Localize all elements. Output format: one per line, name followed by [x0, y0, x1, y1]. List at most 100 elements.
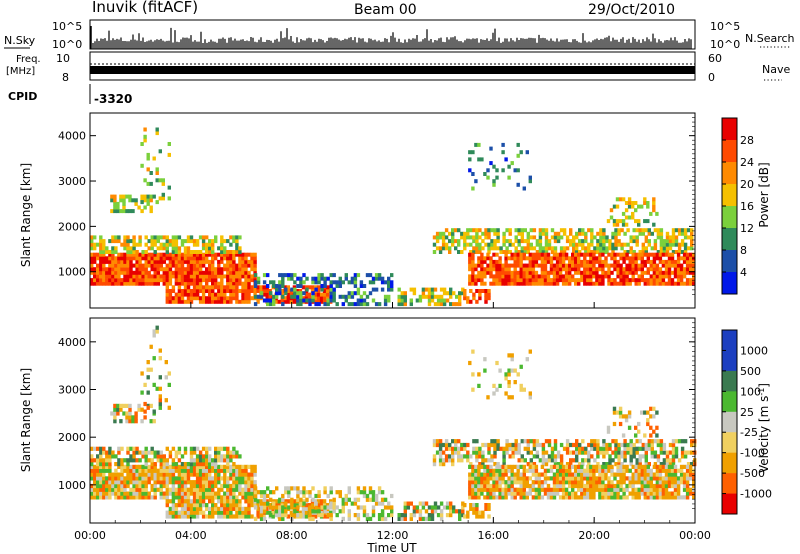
heatmap-cell	[607, 476, 611, 481]
heatmap-cell	[238, 270, 242, 275]
heatmap-cell	[141, 487, 145, 492]
heatmap-cell	[155, 178, 159, 183]
heatmap-cell	[679, 480, 684, 485]
heatmap-cell	[229, 472, 233, 477]
heatmap-cell	[492, 278, 496, 283]
heatmap-cell	[637, 421, 641, 427]
heatmap-cell	[168, 281, 173, 286]
heatmap-cell	[149, 419, 153, 424]
heatmap-cell	[338, 284, 342, 288]
heatmap-cell	[144, 468, 148, 473]
heatmap-cell	[631, 495, 635, 500]
heatmap-cell	[275, 486, 279, 491]
heatmap-cell	[347, 509, 351, 514]
heatmap-cell	[652, 278, 657, 283]
heatmap-cell	[359, 490, 364, 495]
heatmap-cell	[155, 131, 159, 136]
heatmap-cell	[329, 291, 333, 296]
heatmap-cell	[671, 228, 676, 233]
heatmap-cell	[652, 487, 657, 492]
heatmap-cell	[480, 157, 484, 162]
heatmap-cell	[198, 476, 203, 481]
heatmap-cell	[673, 480, 678, 485]
heatmap-cell	[238, 480, 242, 485]
heatmap-cell	[299, 276, 303, 281]
heatmap-cell	[229, 274, 233, 279]
heatmap-cell	[205, 503, 209, 508]
heatmap-cell	[604, 476, 608, 481]
station-title: Inuvik (fitACF)	[92, 0, 198, 16]
heatmap-cell	[677, 242, 682, 247]
heatmap-cell	[637, 487, 641, 492]
heatmap-cell	[644, 446, 648, 451]
heatmap-cell	[108, 274, 112, 279]
heatmap-cell	[138, 468, 142, 473]
heatmap-cell	[129, 468, 133, 473]
heatmap-cell	[454, 446, 458, 451]
heatmap-cell	[214, 285, 218, 290]
heatmap-cell	[685, 491, 690, 496]
heatmap-cell	[129, 263, 133, 268]
heatmap-cell	[586, 464, 590, 469]
heatmap-cell	[119, 419, 123, 424]
heatmap-cell	[498, 487, 502, 492]
heatmap-cell	[205, 299, 209, 304]
heatmap-cell	[564, 468, 569, 473]
heatmap-cell	[507, 380, 511, 385]
heatmap-cell	[241, 274, 245, 279]
heatmap-cell	[433, 294, 438, 299]
heatmap-cell	[99, 270, 103, 275]
heatmap-cell	[201, 495, 206, 500]
heatmap-cell	[682, 256, 687, 261]
heatmap-cell	[643, 464, 647, 469]
heatmap-cell	[471, 172, 475, 176]
heatmap-cell	[468, 491, 472, 496]
heatmap-cell	[492, 267, 496, 272]
heatmap-cell	[534, 487, 539, 492]
heatmap-cell	[168, 242, 173, 247]
heatmap-cell	[319, 499, 324, 504]
heatmap-cell	[235, 239, 239, 244]
heatmap-cell	[614, 462, 618, 467]
heatmap-cell	[232, 252, 236, 257]
heatmap-cell	[114, 270, 118, 275]
heatmap-cell	[689, 267, 693, 272]
heatmap-cell	[441, 458, 446, 463]
heatmap-cell	[689, 259, 693, 264]
heatmap-cell	[682, 483, 687, 489]
heatmap-cell	[532, 439, 537, 444]
heatmap-cell	[229, 278, 233, 283]
heatmap-cell	[516, 278, 520, 283]
velocity-heatmap	[90, 325, 697, 521]
heatmap-cell	[671, 442, 676, 448]
heatmap-cell	[676, 256, 681, 261]
heatmap-cell	[238, 281, 242, 286]
heatmap-cell	[132, 235, 136, 240]
heatmap-cell	[631, 215, 635, 220]
heatmap-cell	[214, 270, 218, 275]
heatmap-cell	[534, 263, 539, 268]
heatmap-cell	[168, 450, 173, 455]
heatmap-cell	[122, 403, 126, 408]
heatmap-cell	[601, 270, 605, 275]
heatmap-cell	[217, 464, 221, 469]
heatmap-cell	[571, 472, 575, 477]
heatmap-cell	[586, 274, 590, 279]
heatmap-cell	[323, 302, 327, 307]
heatmap-cell	[480, 281, 484, 286]
heatmap-cell	[507, 491, 511, 496]
heatmap-cell	[430, 513, 435, 518]
heatmap-cell	[93, 495, 97, 500]
heatmap-cell	[650, 446, 654, 451]
heatmap-cell	[232, 450, 236, 455]
heatmap-cell	[655, 495, 660, 500]
heatmap-cell	[208, 491, 212, 496]
heatmap-cell	[514, 228, 518, 233]
heatmap-cell	[272, 284, 276, 288]
heatmap-cell	[487, 228, 491, 233]
heatmap-cell	[649, 476, 653, 481]
heatmap-cell	[513, 495, 517, 500]
heatmap-cell	[235, 278, 239, 283]
heatmap-cell	[478, 296, 482, 301]
heatmap-cell	[149, 171, 153, 175]
